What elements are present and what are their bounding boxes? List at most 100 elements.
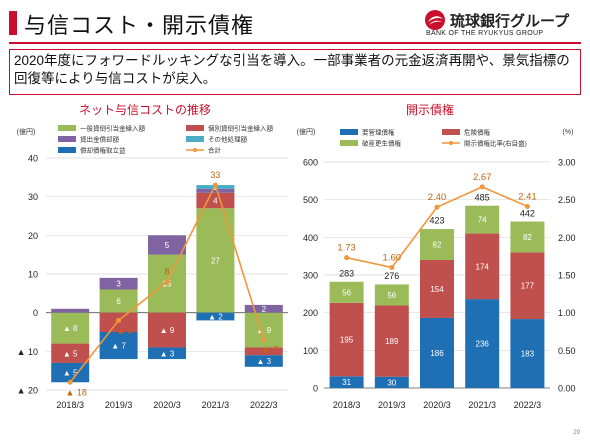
y-right-tick-label: 0.00 — [558, 384, 576, 394]
chart-title: 開示債権 — [406, 102, 454, 117]
bar-segment — [510, 221, 545, 253]
y-right-tick-label: 0.50 — [558, 346, 576, 356]
legend-label: 合計 — [208, 146, 222, 155]
y-tick-label: 400 — [303, 233, 318, 243]
bar-segment-label: 186 — [430, 349, 444, 358]
bar-segment — [51, 362, 90, 383]
bar-segment-label: ▲ 5 — [63, 369, 78, 378]
y-right-tick-label: 1.50 — [558, 271, 576, 281]
bank-logo-name: 琉球銀行グループ — [450, 13, 570, 30]
bar-segment — [51, 312, 90, 344]
bar-segment-label: 6 — [116, 297, 121, 306]
bar-segment-label: 82 — [433, 240, 442, 249]
total-label: ▲ 7 — [262, 345, 278, 355]
bar-segment-label: 56 — [387, 291, 396, 300]
legend-label: 貸出金償却額 — [80, 135, 120, 144]
bar-segment — [374, 376, 409, 388]
y-tick-label: 0 — [33, 308, 38, 318]
bar-segment-label: 31 — [342, 378, 351, 387]
bar-segment-label: 189 — [385, 337, 399, 346]
legend-swatch — [442, 129, 460, 135]
ratio-point — [434, 204, 440, 210]
y-axis-right-unit-label: (%) — [563, 129, 574, 136]
ratio-point — [524, 203, 530, 209]
x-tick-label: 2022/3 — [514, 400, 542, 410]
bar-total-label: 423 — [429, 216, 444, 226]
y-tick-label: 600 — [303, 158, 318, 168]
total-point — [164, 279, 170, 285]
bar-segment-label: 177 — [521, 282, 535, 291]
bar-segment — [465, 233, 500, 300]
legend-label: 開示債権比率(右目盛) — [464, 139, 527, 148]
bar-segment-label: 4 — [213, 197, 218, 206]
y-axis-unit-label: (億円) — [17, 127, 36, 136]
bar-segment — [148, 235, 186, 255]
bar-segment-label: 30 — [387, 378, 396, 387]
bar-segment-label: 195 — [340, 336, 354, 345]
y-tick-label: 100 — [303, 346, 318, 356]
total-point — [116, 317, 122, 323]
bar-segment-label: 82 — [523, 233, 532, 242]
total-label: 8 — [164, 267, 169, 277]
total-label: 33 — [210, 170, 220, 180]
legend-label: 要管理債権 — [362, 128, 395, 137]
bank-logo-icon — [425, 10, 445, 30]
bar-segment — [420, 229, 454, 260]
y-tick-label: 0 — [313, 384, 318, 394]
summary-line-1: 2020年度にフォワードルッキングな引当を導入。一部事業者の元金返済再開や、景気… — [14, 53, 570, 68]
bar-segment — [329, 376, 364, 388]
bar-segment-label: ▲ 2 — [208, 313, 223, 322]
bar-segment-label: ▲ 9 — [257, 326, 272, 335]
ratio-label: 2.41 — [518, 191, 537, 202]
summary-box: 2020年度にフォワードルッキングな引当を導入。一部事業者の元金返済再開や、景気… — [9, 49, 581, 95]
summary-line-2: 回復等により与信コストが戻入。 — [14, 71, 217, 86]
bar-segment-label: 174 — [476, 262, 490, 271]
y-right-tick-label: 1.00 — [558, 308, 576, 318]
total-point — [212, 182, 218, 188]
bar-segment — [420, 317, 454, 388]
bar-segment — [148, 312, 186, 348]
legend-label: 破産更生債権 — [362, 139, 402, 148]
x-tick-label: 2019/3 — [378, 400, 406, 410]
x-tick-label: 2020/3 — [153, 400, 181, 410]
total-label: ▲ 18 — [65, 387, 86, 397]
bar-segment — [148, 347, 186, 360]
legend-swatch — [186, 136, 204, 142]
bar-segment — [510, 252, 545, 320]
bar-segment — [51, 308, 90, 313]
bar-total-label: 283 — [339, 268, 354, 278]
legend-marker-swatch — [193, 148, 197, 152]
bar-segment-label: ▲ 8 — [63, 324, 78, 333]
legend-swatch — [58, 125, 76, 131]
bar-segment — [99, 289, 138, 313]
ratio-point — [479, 184, 485, 190]
y-tick-label: 200 — [303, 308, 318, 318]
bar-segment — [329, 302, 364, 377]
bar-segment-label: 74 — [478, 216, 487, 225]
y-tick-label: 10 — [28, 270, 38, 280]
total-point — [67, 379, 73, 385]
bar-segment-label: ▲ 7 — [111, 342, 126, 351]
y-axis-unit-label: (億円) — [297, 127, 316, 136]
bar-total-label: 442 — [520, 209, 535, 219]
y-tick-label: ▲ 10 — [17, 347, 38, 357]
y-right-tick-label: 3.00 — [558, 158, 576, 168]
bar-segment-label: 3 — [116, 280, 121, 289]
y-tick-label: 300 — [303, 271, 318, 281]
legend-label: 償却債権取立益 — [80, 146, 126, 155]
bar-segment-label: 154 — [430, 285, 444, 294]
bar-segment-label: 56 — [342, 288, 351, 297]
bar-segment — [465, 299, 500, 388]
legend-label: 危険債権 — [464, 128, 491, 137]
bar-segment — [196, 188, 235, 193]
x-tick-label: 2020/3 — [423, 400, 451, 410]
bar-segment — [329, 281, 364, 303]
total-point — [261, 337, 267, 343]
bar-segment — [510, 319, 545, 388]
x-tick-label: 2018/3 — [56, 400, 84, 410]
bar-segment — [420, 259, 454, 318]
bar-segment-label: 236 — [476, 340, 490, 349]
bar-segment-label: 27 — [211, 256, 220, 265]
x-tick-label: 2021/3 — [202, 400, 230, 410]
